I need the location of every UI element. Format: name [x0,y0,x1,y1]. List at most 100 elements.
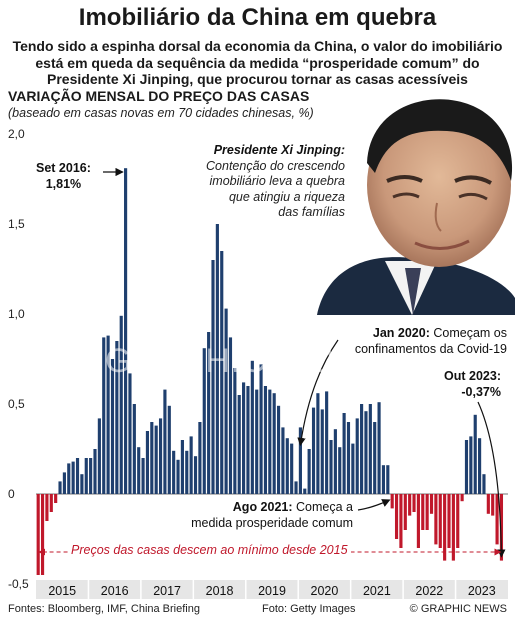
bar-month-90 [425,494,429,530]
bar-month-74 [355,418,359,494]
bar-month-8 [67,463,71,494]
bar-month-68 [329,440,333,494]
bar-month-3 [45,494,49,521]
bar-month-85 [403,494,407,530]
chart-subtitle: (baseado em casas novas em 70 cidades ch… [8,106,314,120]
subtitle-line-2: está em queda da sequência da medida “pr… [35,54,480,71]
y-tick-label: 2,0 [8,127,25,141]
xi-quote: Presidente Xi Jinping: Contenção do cres… [145,143,345,221]
annotation-jan-2020: Jan 2020: Começam os confinamentos da Co… [352,326,509,357]
x-tick-label: 2018 [206,584,234,598]
bar-month-9 [71,461,75,494]
quote-heading: Presidente Xi Jinping: [213,143,345,157]
bar-month-88 [416,494,420,548]
bar-month-28 [154,425,158,494]
bar-month-93 [438,494,442,548]
bar-month-105 [491,494,495,516]
bar-month-59 [290,443,294,494]
subtitle-line-1: Tendo sido a espinha dorsal da economia … [12,38,503,54]
page-subtitle: Tendo sido a espinha dorsal da economia … [0,38,515,88]
quote-line-2: imobiliário leva a quebra [209,174,346,188]
quote-line-3: que atingiu a riqueza [228,189,345,204]
bar-month-11 [80,474,84,494]
bar-month-54 [268,389,272,494]
bar-month-55 [272,393,276,494]
x-tick-label: 2021 [363,584,391,598]
footer-sources: Fontes: Bloomberg, IMF, China Briefing [8,603,200,615]
annotation-ago-2021-label: Ago 2021: [232,500,293,514]
bar-month-29 [158,418,163,494]
bar-month-7 [62,472,66,494]
bar-month-46 [233,368,237,494]
bar-month-107 [499,494,504,561]
bar-month-22 [128,373,132,494]
bar-month-42 [215,224,219,494]
annotation-out-2023-value: -0,37% [461,384,501,399]
bar-month-103 [482,474,486,494]
bar-month-63 [307,449,311,494]
annotation-jan-2020-text2: confinamentos da Covid-19 [354,341,507,356]
bar-month-56 [276,405,281,494]
bar-month-86 [408,494,412,516]
x-tick-label: 2017 [153,584,181,598]
annotation-ago-2021-text1: Começa a [296,500,353,514]
bar-month-95 [447,494,451,548]
bar-month-79 [377,402,381,494]
bar-month-96 [451,494,455,561]
annotation-out-2023: Out 2023: -0,37% [444,369,501,400]
bar-month-30 [163,389,167,494]
bar-month-100 [469,436,473,494]
bar-month-45 [228,337,233,494]
bar-month-37 [193,456,198,494]
bar-month-24 [137,447,141,494]
bar-month-43 [220,251,224,494]
quote-line-1: Contenção do crescendo [206,158,345,173]
bar-month-33 [176,459,180,494]
bar-month-41 [211,260,215,494]
bar-month-25 [141,458,145,494]
bar-month-16 [102,337,106,494]
bar-month-36 [189,436,193,494]
x-tick-label: 2022 [415,584,443,598]
bar-month-101 [473,414,477,494]
bar-month-57 [281,427,285,494]
x-axis-strip [36,580,508,599]
bar-month-40 [207,332,211,494]
bar-month-97 [456,494,460,548]
bar-month-70 [338,447,342,494]
bar-month-10 [75,458,80,494]
bar-month-19 [115,341,119,494]
bar-month-76 [364,411,368,494]
annotation-jan-2020-text1: Começam os [433,326,507,340]
bar-month-20 [119,315,123,494]
bar-month-71 [342,413,346,494]
watermark-text: GRAPHIC NEWS [105,342,384,380]
bar-month-15 [97,418,101,494]
footer-brand: © GRAPHIC NEWS [409,603,507,615]
bar-month-21 [124,168,128,494]
footer-photo-credit: Foto: Getty Images [262,603,356,615]
bar-month-61 [298,427,302,494]
bar-month-34 [180,440,184,494]
bar-month-6 [58,481,62,494]
bar-month-58 [285,438,289,494]
bar-month-67 [325,391,329,494]
bar-month-81 [386,465,390,494]
portrait-illustration [317,99,515,315]
president-photo [297,93,515,315]
annotation-sep-2016: Set 2016: 1,81% [36,161,91,192]
quote-line-4: das famílias [278,205,345,219]
bar-month-77 [368,404,372,494]
bar-month-84 [399,494,403,548]
bar-month-72 [346,422,351,494]
bar-month-60 [294,481,298,494]
bar-month-83 [394,494,399,539]
bar-month-80 [381,465,386,494]
bar-month-23 [132,404,136,494]
bar-month-69 [333,429,337,494]
arrow-jan-2020 [297,339,339,447]
x-tick-label: 2015 [48,584,76,598]
bar-month-48 [242,382,246,494]
bar-month-64 [311,407,316,494]
annotation-sep-2016-value: 1,81% [45,176,82,191]
